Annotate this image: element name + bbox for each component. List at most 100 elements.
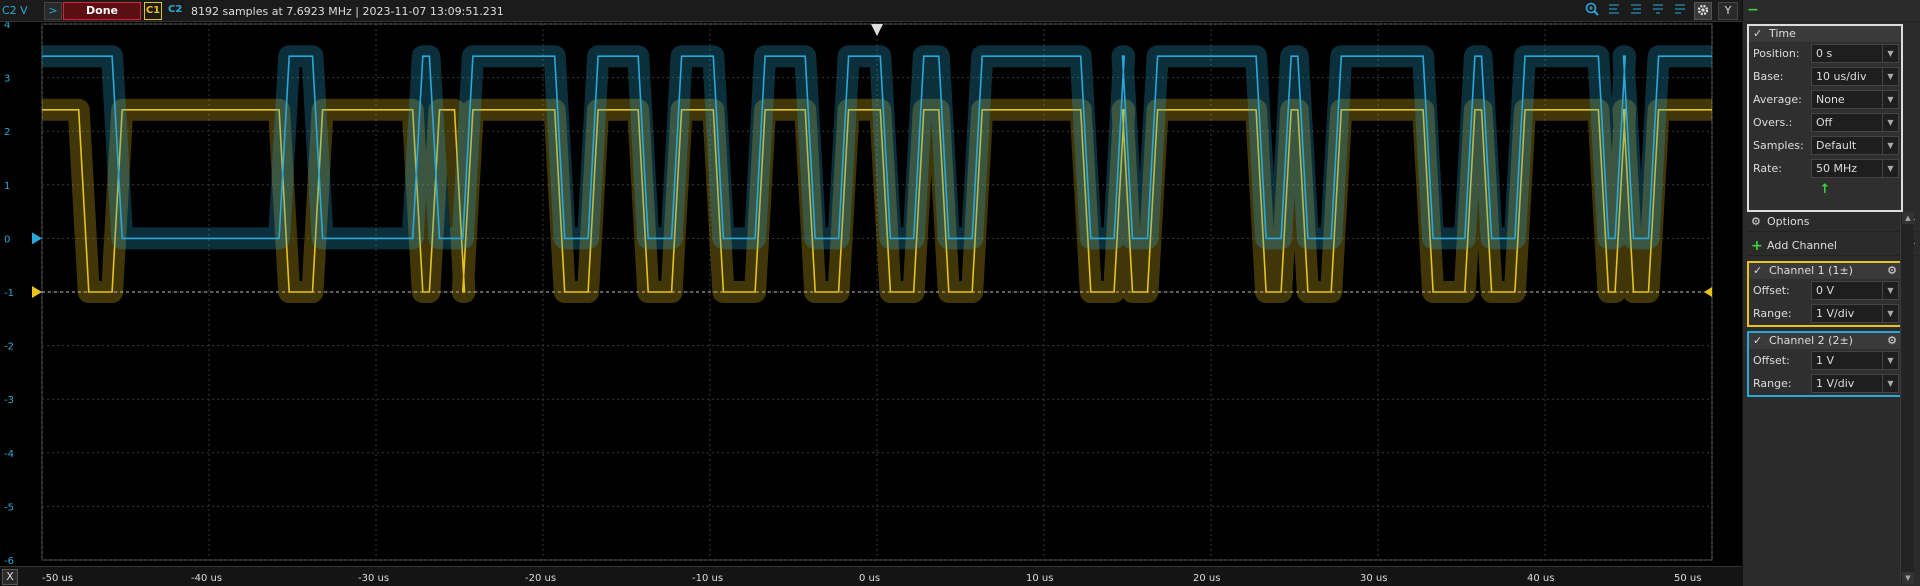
channel-1-offset-field[interactable]: 0 V ▼ <box>1811 281 1899 300</box>
y-tick-label: 1 <box>4 181 10 192</box>
samples-field[interactable]: Default ▼ <box>1811 136 1899 155</box>
channel-2-range-field[interactable]: 1 V/div ▼ <box>1811 374 1899 393</box>
gear-icon[interactable]: ⚙ <box>1887 334 1897 347</box>
zoom-range-icon[interactable] <box>1671 2 1689 20</box>
x-axis-bar: X -50 us -40 us -30 us -20 us -10 us 0 us 10 u… <box>0 566 1742 586</box>
time-base-row: Base: 10 us/div ▼ <box>1749 65 1901 88</box>
y-tick-label: -4 <box>4 449 14 460</box>
y-tick-label: 2 <box>4 127 10 138</box>
chevron-down-icon[interactable]: ▼ <box>1882 352 1898 369</box>
time-overs-row: Overs.: Off ▼ <box>1749 111 1901 134</box>
plus-icon: + <box>1751 238 1763 254</box>
scroll-down-icon[interactable]: ▼ <box>1902 572 1914 584</box>
waveform-chart[interactable]: 4 3 2 1 0 -1 -2 -3 -4 -5 -6 <box>0 22 1742 566</box>
x-tick-label: 10 us <box>1026 573 1053 584</box>
status-button[interactable]: Done <box>63 2 141 20</box>
side-panel: − ✓ Time Position: 0 s ▼ Base: 10 us/div ▼… <box>1742 0 1920 586</box>
panel-scrollbar[interactable]: ▲ ▼ <box>1900 212 1914 584</box>
samples-value: Default <box>1816 139 1857 152</box>
offset-label: Offset: <box>1753 354 1790 367</box>
add-channel-button[interactable]: + Add Channel ▼ <box>1747 236 1919 256</box>
scroll-up-icon[interactable]: ▲ <box>1902 212 1914 224</box>
acquisition-status: 8192 samples at 7.6923 MHz | 2023-11-07 … <box>191 5 504 18</box>
average-label: Average: <box>1753 93 1802 106</box>
chevron-down-icon[interactable]: ▼ <box>1882 282 1898 299</box>
x-tick-label: 20 us <box>1193 573 1220 584</box>
time-group: ✓ Time Position: 0 s ▼ Base: 10 us/div ▼ A… <box>1747 24 1903 212</box>
options-button[interactable]: ⚙ Options ▼ <box>1747 212 1919 232</box>
channel-1-toggle[interactable]: C1 <box>144 2 162 20</box>
channel-2-toggle[interactable]: C2 <box>168 4 183 15</box>
toolbar: C2 V > Done C1 C2 8192 samples at 7.6923… <box>0 0 1742 22</box>
zoom-range-icon[interactable] <box>1605 2 1623 20</box>
channel-2-offset-field[interactable]: 1 V ▼ <box>1811 351 1899 370</box>
channel-1-range-field[interactable]: 1 V/div ▼ <box>1811 304 1899 323</box>
add-channel-label: Add Channel <box>1767 239 1837 252</box>
x-tick-label: -50 us <box>42 573 73 584</box>
series-c2-line <box>42 55 1712 240</box>
x-axis-button[interactable]: X <box>2 569 18 585</box>
x-tick-label: -30 us <box>358 573 389 584</box>
range-value: 1 V/div <box>1816 307 1855 320</box>
trigger-position-marker <box>871 24 883 36</box>
y-tick-label: -1 <box>4 288 14 299</box>
time-samples-row: Samples: Default ▼ <box>1749 134 1901 157</box>
y-tick-label: -5 <box>4 502 14 513</box>
channel-2-offset-row: Offset: 1 V ▼ <box>1749 349 1901 372</box>
gear-icon[interactable]: ⚙ <box>1887 264 1897 277</box>
offset-value: 0 V <box>1816 284 1835 297</box>
chevron-down-icon[interactable]: ▼ <box>1882 375 1898 392</box>
y-tick-label: -3 <box>4 395 14 406</box>
x-tick-label: 50 us <box>1674 573 1701 584</box>
average-field[interactable]: None ▼ <box>1811 90 1899 109</box>
zoom-range-icon[interactable] <box>1649 2 1667 20</box>
offset-label: Offset: <box>1753 284 1790 297</box>
position-label: Position: <box>1753 47 1800 60</box>
rate-label: Rate: <box>1753 162 1782 175</box>
chevron-down-icon[interactable]: ▼ <box>1882 91 1898 108</box>
channel-1-offset-row: Offset: 0 V ▼ <box>1749 279 1901 302</box>
channel-2-header[interactable]: ✓ Channel 2 (2±) ⚙ <box>1749 333 1901 349</box>
chevron-down-icon[interactable]: ▼ <box>1882 114 1898 131</box>
overs-label: Overs.: <box>1753 116 1793 129</box>
zoom-range-icon[interactable] <box>1627 2 1645 20</box>
trigger-level-marker <box>1704 287 1712 297</box>
overs-field[interactable]: Off ▼ <box>1811 113 1899 132</box>
channel-1-range-row: Range: 1 V/div ▼ <box>1749 302 1901 325</box>
y-axis-button[interactable]: Y <box>1718 2 1738 20</box>
base-field[interactable]: 10 us/div ▼ <box>1811 67 1899 86</box>
scope-plot[interactable]: 4 3 2 1 0 -1 -2 -3 -4 -5 -6 <box>0 22 1742 566</box>
check-icon[interactable]: ✓ <box>1753 334 1763 347</box>
base-value: 10 us/div <box>1816 70 1867 83</box>
channel-1-header[interactable]: ✓ Channel 1 (1±) ⚙ <box>1749 263 1901 279</box>
y-tick-label: 0 <box>4 234 10 245</box>
check-icon[interactable]: ✓ <box>1753 27 1763 40</box>
time-group-title: Time <box>1769 27 1796 40</box>
zoom-icon[interactable] <box>1583 2 1601 20</box>
channel-2-group: ✓ Channel 2 (2±) ⚙ Offset: 1 V ▼ Range: 1… <box>1747 331 1903 397</box>
y-axis-channel-label: C2 V <box>2 4 28 17</box>
y-tick-label: -6 <box>4 556 14 566</box>
y-tick-label: 4 <box>4 22 10 31</box>
chevron-down-icon[interactable]: ▼ <box>1882 305 1898 322</box>
chevron-down-icon[interactable]: ▼ <box>1882 68 1898 85</box>
position-field[interactable]: 0 s ▼ <box>1811 44 1899 63</box>
x-tick-label: 30 us <box>1360 573 1387 584</box>
channel-1-group: ✓ Channel 1 (1±) ⚙ Offset: 0 V ▼ Range: 1… <box>1747 261 1903 327</box>
check-icon[interactable]: ✓ <box>1753 264 1763 277</box>
channel-1-title: Channel 1 (1±) <box>1769 264 1853 277</box>
time-group-header[interactable]: ✓ Time <box>1749 26 1901 42</box>
x-tick-label: 0 us <box>859 573 880 584</box>
arrow-up-icon[interactable]: ↑ <box>1819 182 1831 197</box>
panel-header: − <box>1743 0 1920 22</box>
x-tick-label: 40 us <box>1527 573 1554 584</box>
run-menu-button[interactable]: > <box>44 2 62 20</box>
collapse-icon[interactable]: − <box>1747 2 1759 18</box>
channel-offset-marker <box>32 286 42 298</box>
chevron-down-icon[interactable]: ▼ <box>1882 45 1898 62</box>
overs-value: Off <box>1816 116 1833 129</box>
chevron-down-icon[interactable]: ▼ <box>1882 160 1898 177</box>
gear-icon[interactable] <box>1694 2 1712 20</box>
chevron-down-icon[interactable]: ▼ <box>1882 137 1898 154</box>
rate-field[interactable]: 50 MHz ▼ <box>1811 159 1899 178</box>
